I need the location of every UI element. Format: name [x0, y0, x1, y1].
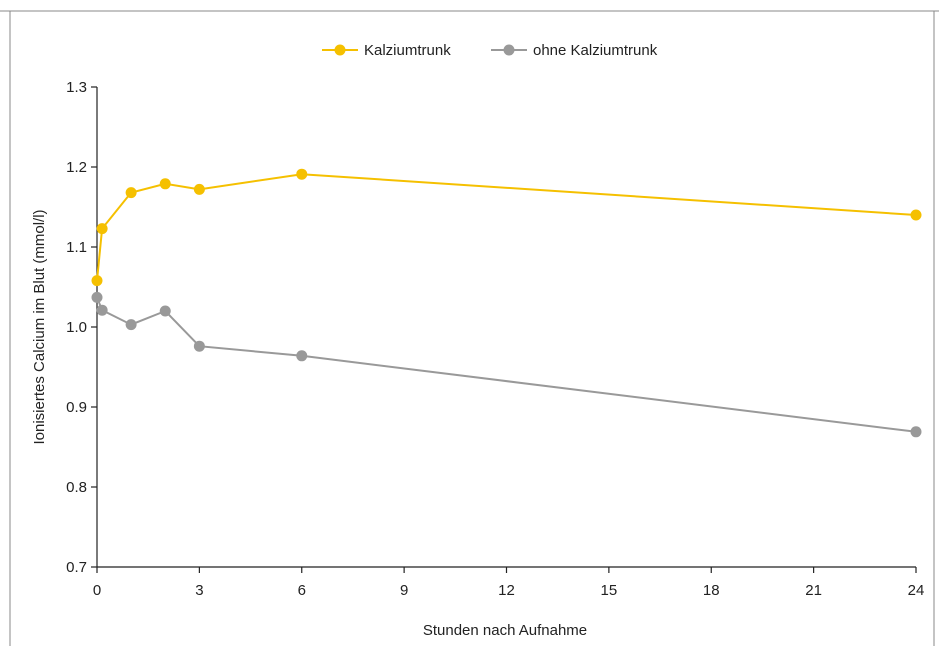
- data-point-ohne-kalziumtrunk: [159, 305, 171, 317]
- data-point-kalziumtrunk: [910, 209, 922, 221]
- x-tick-label: 9: [400, 582, 408, 599]
- data-point-kalziumtrunk: [159, 178, 171, 190]
- legend-swatch-marker-ohne-kalziumtrunk: [503, 44, 515, 56]
- legend-item-kalziumtrunk: Kalziumtrunk: [322, 42, 451, 59]
- series-ohne-kalziumtrunk: [91, 291, 922, 438]
- x-tick-label: 0: [93, 582, 101, 599]
- y-tick-label: 1.0: [66, 319, 87, 336]
- legend-item-ohne-kalziumtrunk: ohne Kalziumtrunk: [491, 42, 658, 59]
- y-tick-label: 1.2: [66, 159, 87, 176]
- series-line-ohne-kalziumtrunk: [96, 297, 917, 433]
- y-tick-label: 0.7: [66, 559, 87, 576]
- x-tick-label: 12: [498, 582, 515, 599]
- y-tick-label: 0.9: [66, 399, 87, 416]
- x-tick-label: 6: [298, 582, 306, 599]
- series-layer: [91, 168, 922, 438]
- data-point-kalziumtrunk: [193, 183, 205, 195]
- legend-label-kalziumtrunk: Kalziumtrunk: [364, 42, 451, 59]
- series-line-kalziumtrunk: [96, 173, 917, 281]
- data-point-ohne-kalziumtrunk: [193, 340, 205, 352]
- y-tick-label: 0.8: [66, 479, 87, 496]
- y-axis-ticks: 0.7 0.8 0.9 1.0 1.1 1.2 1.3: [66, 79, 97, 576]
- y-tick-label: 1.3: [66, 79, 87, 96]
- legend-swatch-marker-kalziumtrunk: [334, 44, 346, 56]
- data-point-ohne-kalziumtrunk: [910, 426, 922, 438]
- data-point-ohne-kalziumtrunk: [96, 304, 108, 316]
- data-point-kalziumtrunk: [125, 187, 137, 199]
- data-point-ohne-kalziumtrunk: [296, 350, 308, 362]
- legend: Kalziumtrunk ohne Kalziumtrunk: [322, 42, 658, 59]
- series-kalziumtrunk: [91, 168, 922, 287]
- data-point-kalziumtrunk: [91, 275, 103, 287]
- data-point-ohne-kalziumtrunk: [91, 291, 103, 303]
- x-tick-label: 24: [908, 582, 925, 599]
- x-tick-label: 3: [195, 582, 203, 599]
- data-point-kalziumtrunk: [296, 168, 308, 180]
- y-tick-label: 1.1: [66, 239, 87, 256]
- data-point-kalziumtrunk: [96, 223, 108, 235]
- y-axis-title: Ionisiertes Calcium im Blut (mmol/l): [31, 209, 48, 444]
- x-tick-label: 18: [703, 582, 720, 599]
- x-tick-label: 21: [805, 582, 822, 599]
- data-point-ohne-kalziumtrunk: [125, 319, 137, 331]
- legend-label-ohne-kalziumtrunk: ohne Kalziumtrunk: [533, 42, 658, 59]
- x-tick-label: 15: [601, 582, 618, 599]
- x-axis-ticks: 0 3 6 9 12 15 18 21 24: [93, 567, 925, 599]
- x-axis-title: Stunden nach Aufnahme: [423, 622, 587, 639]
